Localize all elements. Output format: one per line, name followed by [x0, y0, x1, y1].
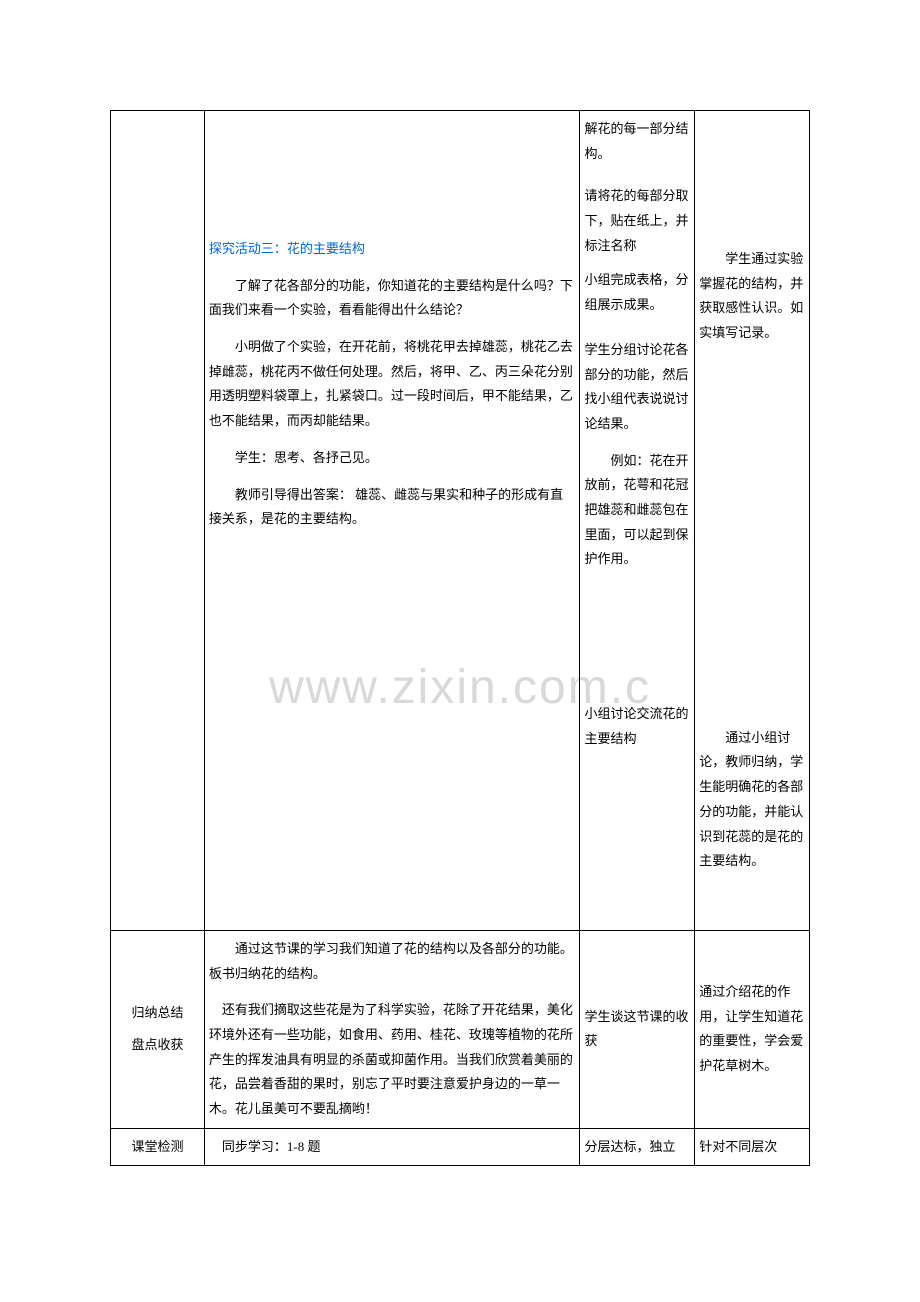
paragraph: 教师引导得出答案： 雄蕊、雌蕊与果实和种子的形成有直接关系，是花的主要结构。 [209, 483, 576, 532]
paragraph: 小明做了个实验，在开花前，将桃花甲去掉雄蕊，桃花乙去掉雌蕊，桃花丙不做任何处理。… [209, 335, 576, 434]
summary-label-1: 归纳总结 [115, 1001, 200, 1026]
row2-intent-cell: 通过介绍花的作用，让学生知道花的重要性，学会爱护花草树木。 [695, 930, 810, 1128]
table-row: 归纳总结 盘点收获 通过这节课的学习我们知道了花的结构以及各部分的功能。板书归纳… [111, 930, 810, 1128]
row2-content-cell: 通过这节课的学习我们知道了花的结构以及各部分的功能。板书归纳花的结构。 还有我们… [204, 930, 580, 1128]
row2-label-cell: 归纳总结 盘点收获 [111, 930, 205, 1128]
row1-intent-cell: 学生通过实验掌握花的结构，并获取感性认识。如实填写记录。 通过小组讨论，教师归纳… [695, 111, 810, 931]
paragraph: 通过这节课的学习我们知道了花的结构以及各部分的功能。板书归纳花的结构。 [209, 937, 576, 986]
design-intent: 学生通过实验掌握花的结构，并获取感性认识。如实填写记录。 [699, 247, 805, 346]
paragraph: 还有我们摘取这些花是为了科学实验，花除了开花结果，美化环境外还有一些功能，如食用… [209, 998, 576, 1121]
paragraph: 了解了花各部分的功能，你知道花的主要结构是什么吗？下面我们来看一个实验，看看能得… [209, 274, 576, 323]
design-intent: 通过小组讨论，教师归纳，学生能明确花的各部分的功能，并能认识到花蕊的是花的主要结… [699, 726, 805, 874]
row3-student-cell: 分层达标，独立 [580, 1128, 695, 1166]
row2-student-cell: 学生谈这节课的收获 [580, 930, 695, 1128]
student-activity: 小组讨论交流花的主要结构 [584, 702, 690, 751]
paragraph: 学生：思考、各抒己见。 [209, 446, 576, 471]
row1-content-cell: 探究活动三：花的主要结构 了解了花各部分的功能，你知道花的主要结构是什么吗？下面… [204, 111, 580, 931]
row1-label-cell [111, 111, 205, 931]
table-row: 课堂检测 同步学习：1-8 题 分层达标，独立 针对不同层次 [111, 1128, 810, 1166]
design-intent: 针对不同层次 [699, 1139, 777, 1154]
design-intent: 通过介绍花的作用，让学生知道花的重要性，学会爱护花草树木。 [699, 980, 805, 1079]
student-activity: 解花的每一部分结构。 [584, 117, 690, 166]
summary-label-2: 盘点收获 [115, 1033, 200, 1058]
student-activity: 请将花的每部分取下，贴在纸上，并标注名称 [584, 184, 690, 258]
row3-intent-cell: 针对不同层次 [695, 1128, 810, 1166]
activity-title: 探究活动三：花的主要结构 [209, 237, 576, 262]
student-activity: 例如：花在开放前，花萼和花冠把雄蕊和雌蕊包在里面，可以起到保护作用。 [584, 449, 690, 572]
row1-student-cell: 解花的每一部分结构。 请将花的每部分取下，贴在纸上，并标注名称 小组完成表格，分… [580, 111, 695, 931]
table-row: 探究活动三：花的主要结构 了解了花各部分的功能，你知道花的主要结构是什么吗？下面… [111, 111, 810, 931]
row3-content-cell: 同步学习：1-8 题 [204, 1128, 580, 1166]
test-content: 同步学习：1-8 题 [209, 1139, 321, 1154]
lesson-plan-table: 探究活动三：花的主要结构 了解了花各部分的功能，你知道花的主要结构是什么吗？下面… [110, 110, 810, 1166]
test-label: 课堂检测 [115, 1135, 200, 1160]
row3-label-cell: 课堂检测 [111, 1128, 205, 1166]
student-activity: 学生谈这节课的收获 [584, 1005, 690, 1054]
student-activity: 学生分组讨论花各部分的功能，然后找小组代表说说讨论结果。 [584, 338, 690, 437]
student-activity: 小组完成表格，分组展示成果。 [584, 268, 690, 317]
student-activity: 分层达标，独立 [584, 1139, 675, 1154]
